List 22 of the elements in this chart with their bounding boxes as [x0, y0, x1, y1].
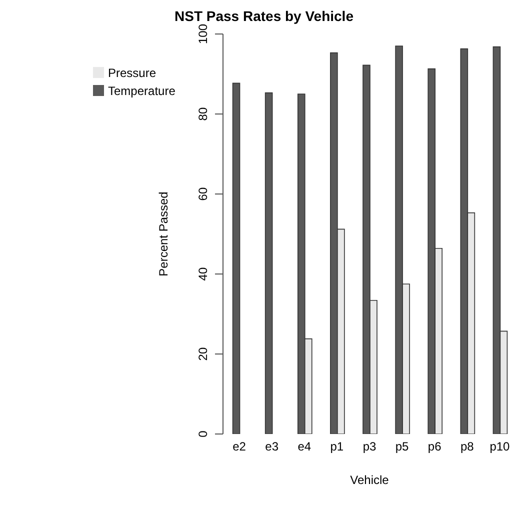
x-tick-label: p3	[362, 440, 376, 454]
x-tick-label: p10	[490, 440, 510, 454]
chart-title: NST Pass Rates by Vehicle	[174, 8, 354, 24]
x-tick-label: e2	[232, 440, 246, 454]
x-tick-label: p1	[330, 440, 344, 454]
x-tick-label: p5	[395, 440, 410, 454]
y-tick-label: 20	[196, 347, 210, 361]
y-axis-title: Percent Passed	[156, 192, 170, 276]
y-tick-label: 0	[196, 430, 210, 438]
legend-label: Pressure	[108, 66, 156, 80]
legend-label: Temperature	[108, 84, 176, 98]
y-tick-label: 100	[196, 24, 210, 44]
x-tick-label: p8	[460, 440, 474, 454]
bar	[264, 92, 273, 434]
y-tick-label: 40	[196, 267, 210, 281]
x-tick-label: e4	[298, 440, 312, 454]
x-tick-label: e3	[265, 440, 279, 454]
y-tick-label: 80	[196, 107, 210, 121]
x-tick-label: p6	[428, 440, 442, 454]
y-tick-label: 60	[196, 187, 210, 201]
bar	[232, 82, 240, 434]
x-axis-title: Vehicle	[350, 473, 390, 487]
